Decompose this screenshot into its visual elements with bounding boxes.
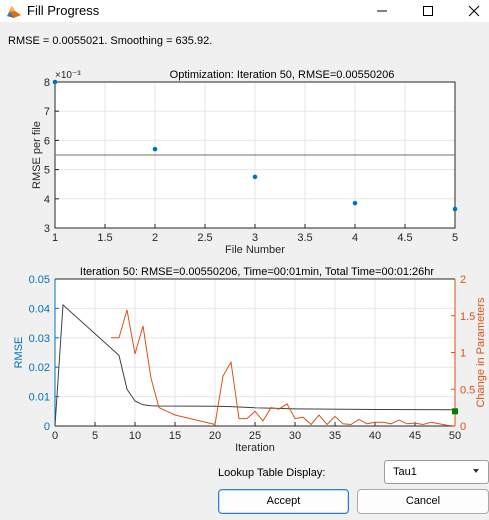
y-right-tick-label: 1.5 xyxy=(460,311,475,323)
y-right-tick-label: 1 xyxy=(460,348,466,360)
y-exponent-label: ×10⁻³ xyxy=(55,70,81,81)
x-tick-label: 1.5 xyxy=(97,232,112,244)
y-left-axis-label: RMSE xyxy=(13,337,25,369)
y-left-tick-label: 0.04 xyxy=(29,303,50,315)
y-tick-label: 4 xyxy=(44,194,50,206)
y-left-tick-label: 0.01 xyxy=(29,392,50,404)
lookup-table-dropdown[interactable]: Tau1 xyxy=(384,460,489,484)
iteration-progress-chart: 0 5 10 15 20 25 30 35 40 45 5000.010.020.030.040.0… xyxy=(13,266,487,454)
x-tick-label: 4 xyxy=(352,232,358,244)
rmse-line xyxy=(54,303,456,427)
data-point xyxy=(452,206,458,212)
x-axis-label: Iteration xyxy=(235,442,275,454)
chevron-down-icon xyxy=(473,469,479,473)
y-axis-label: RMSE per file xyxy=(31,121,43,189)
x-tick-label: 20 xyxy=(209,430,221,442)
data-point xyxy=(352,200,358,206)
x-tick-label: 2.5 xyxy=(197,232,212,244)
x-tick-label: 0 xyxy=(52,430,58,442)
data-point xyxy=(152,146,158,152)
y-tick-label: 7 xyxy=(44,106,50,118)
maximize-button[interactable] xyxy=(405,0,451,22)
last-iteration-marker xyxy=(452,408,458,415)
accept-button[interactable]: Accept xyxy=(218,489,349,514)
x-tick-label: 5 xyxy=(452,232,458,244)
cancel-button[interactable]: Cancel xyxy=(357,489,489,514)
change-in-parameters-line xyxy=(111,309,456,427)
minimize-button[interactable] xyxy=(359,0,405,22)
chart-title: Optimization: Iteration 50, RMSE=0.00550… xyxy=(170,69,395,81)
y-tick-label: 8 xyxy=(44,77,50,89)
chart-title: Iteration 50: RMSE=0.00550206, Time=00:0… xyxy=(80,266,434,278)
y-right-tick-label: 0.5 xyxy=(460,384,475,396)
matlab-membrane-icon xyxy=(7,6,21,18)
x-tick-label: 4.5 xyxy=(397,232,412,244)
status-text: RMSE = 0.0055021. Smoothing = 635.92. xyxy=(8,35,213,47)
x-tick-label: 1 xyxy=(52,232,58,244)
window-title: Fill Progress xyxy=(27,3,100,18)
y-tick-label: 3 xyxy=(44,223,50,235)
x-tick-label: 35 xyxy=(329,430,341,442)
y-left-tick-label: 0.05 xyxy=(29,274,50,286)
x-tick-label: 10 xyxy=(129,430,141,442)
rmse-per-file-chart: 1 1.5 2 2.5 3 3.5 4 4.5 5 3 4 5 6 7 8 Optimization: Ite… xyxy=(31,69,458,256)
y-tick-label: 6 xyxy=(44,135,50,147)
close-icon xyxy=(468,5,480,17)
y-right-tick-label: 0 xyxy=(460,421,466,433)
data-point xyxy=(52,79,58,85)
x-tick-label: 50 xyxy=(449,430,461,442)
x-tick-label: 3.5 xyxy=(297,232,312,244)
x-tick-label: 3 xyxy=(252,232,258,244)
y-right-tick-label: 2 xyxy=(460,274,466,286)
lookup-table-value: Tau1 xyxy=(393,466,417,478)
x-tick-label: 2 xyxy=(152,232,158,244)
title-bar: Fill Progress xyxy=(0,0,489,22)
y-left-tick-label: 0 xyxy=(44,421,50,433)
x-tick-label: 25 xyxy=(249,430,261,442)
maximize-icon xyxy=(423,6,433,16)
minimize-icon xyxy=(377,10,387,12)
y-left-tick-label: 0.02 xyxy=(29,362,50,374)
x-tick-label: 45 xyxy=(409,430,421,442)
data-point xyxy=(252,174,258,180)
x-tick-label: 5 xyxy=(92,430,98,442)
close-button[interactable] xyxy=(451,0,489,22)
x-axis-label: File Number xyxy=(225,244,285,256)
x-tick-label: 40 xyxy=(369,430,381,442)
x-tick-label: 30 xyxy=(289,430,301,442)
y-right-axis-label: Change in Parameters xyxy=(475,297,487,408)
y-tick-label: 5 xyxy=(44,165,50,177)
x-tick-label: 15 xyxy=(169,430,181,442)
lookup-table-label: Lookup Table Display: xyxy=(218,467,326,479)
y-left-tick-label: 0.03 xyxy=(29,333,50,345)
